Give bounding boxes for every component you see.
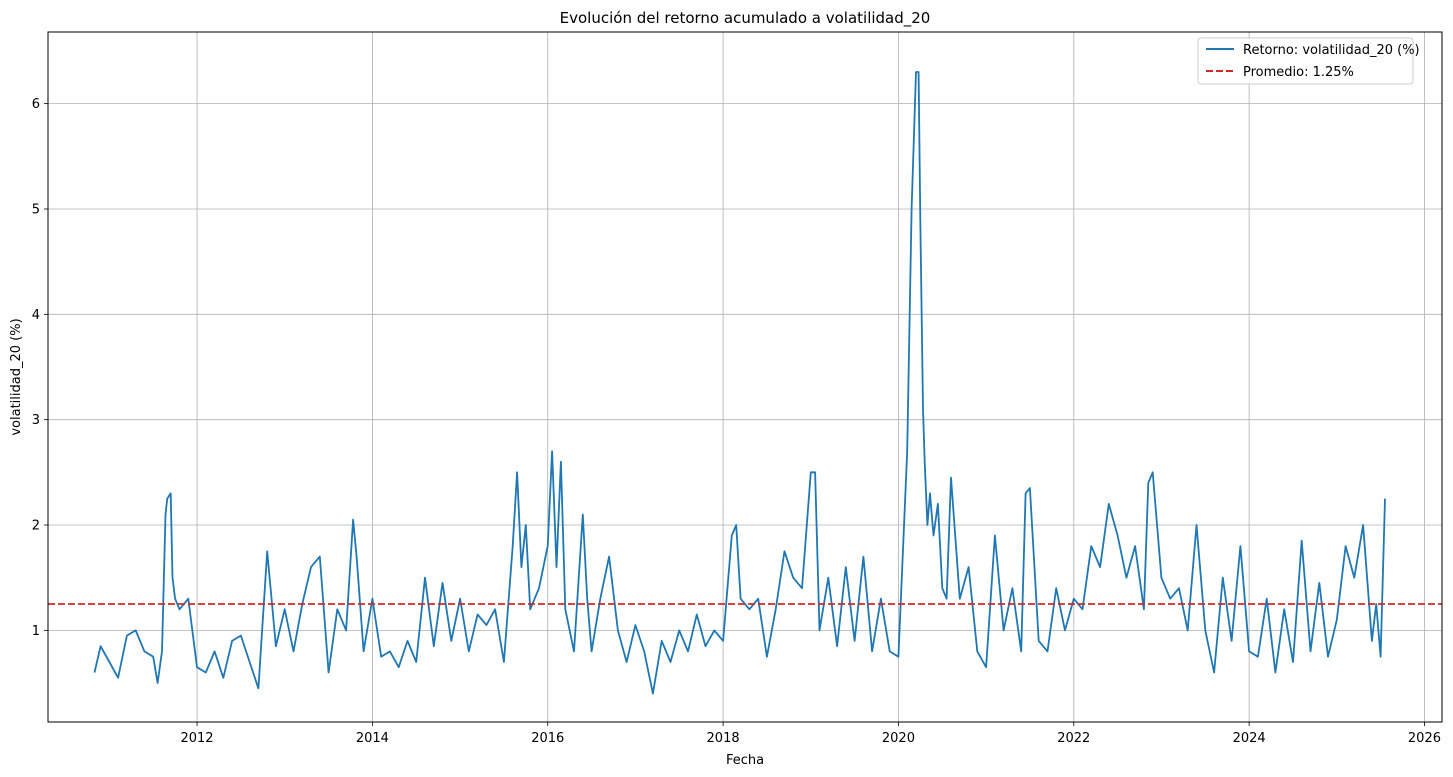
x-tick-label: 2012 [180,731,213,746]
y-tick-label: 5 [32,202,40,217]
x-tick-label: 2016 [531,731,564,746]
x-axis-ticks: 2012 2014 2016 2018 2020 2022 2024 2026 [180,722,1441,746]
x-tick-label: 2018 [707,731,740,746]
y-tick-label: 6 [32,97,40,112]
y-tick-label: 4 [32,308,40,323]
legend-label-average: Promedio: 1.25% [1243,65,1354,80]
y-tick-label: 2 [32,519,40,534]
x-axis-title: Fecha [726,753,764,768]
y-axis-title: volatilidad_20 (%) [9,318,24,435]
x-tick-label: 2026 [1408,731,1441,746]
x-tick-label: 2024 [1233,731,1266,746]
y-tick-label: 1 [32,624,40,639]
legend: Retorno: volatilidad_20 (%) Promedio: 1.… [1197,37,1420,85]
x-tick-label: 2020 [882,731,915,746]
plot-frame [47,31,1443,723]
chart-title: Evolución del retorno acumulado a volati… [560,9,931,28]
series-layer [48,71,1442,695]
legend-label-returns: Retorno: volatilidad_20 (%) [1243,43,1420,58]
y-axis-ticks: 1 2 3 4 5 6 [32,97,48,639]
x-tick-label: 2014 [356,731,389,746]
x-tick-label: 2022 [1057,731,1090,746]
series-line-returns [93,71,1386,695]
legend-box [1197,37,1414,85]
y-tick-label: 3 [32,413,40,428]
